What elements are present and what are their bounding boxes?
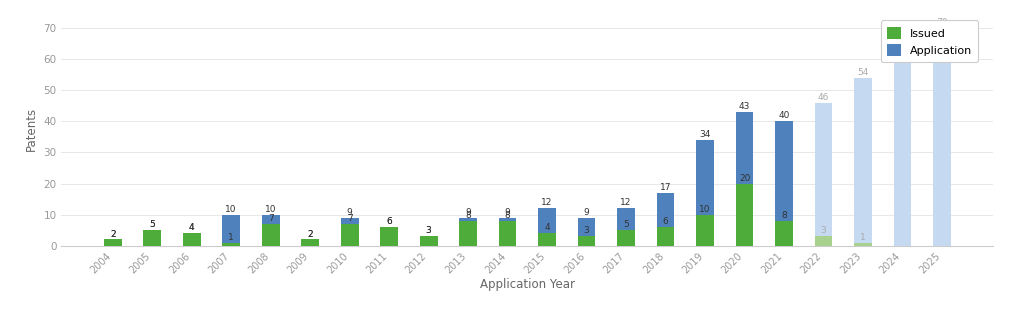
Text: 8: 8 (465, 211, 471, 220)
Text: 6: 6 (663, 217, 669, 226)
Bar (182, 233, 201, 246)
Text: 10: 10 (265, 205, 276, 214)
Bar (459, 218, 477, 246)
Bar (222, 243, 240, 246)
Text: 1: 1 (860, 233, 866, 242)
Bar (143, 230, 161, 246)
Bar (459, 221, 477, 246)
Bar (380, 227, 398, 246)
Bar (499, 221, 516, 246)
Bar (420, 236, 437, 246)
Text: 2: 2 (307, 230, 313, 238)
Bar (182, 233, 201, 246)
Text: 7: 7 (268, 214, 273, 223)
Text: 4: 4 (188, 223, 195, 232)
Bar (656, 227, 675, 246)
Text: 6: 6 (386, 217, 392, 226)
Text: 8: 8 (781, 211, 786, 220)
Bar (578, 236, 596, 246)
Text: 10: 10 (699, 205, 711, 214)
Text: 2: 2 (110, 230, 116, 238)
Bar (380, 227, 398, 246)
Bar (539, 209, 556, 246)
Text: 54: 54 (857, 68, 868, 77)
Text: 3: 3 (426, 226, 431, 235)
Bar (933, 28, 951, 246)
Text: 5: 5 (624, 220, 629, 229)
Text: 10: 10 (225, 205, 237, 214)
Text: 9: 9 (505, 208, 511, 217)
Bar (301, 239, 319, 246)
Text: 46: 46 (818, 93, 829, 102)
Text: 6: 6 (386, 217, 392, 226)
Text: 4: 4 (188, 223, 195, 232)
Bar (696, 140, 714, 246)
Bar (499, 218, 516, 246)
Text: 5: 5 (150, 220, 155, 229)
Text: 9: 9 (584, 208, 590, 217)
Text: 43: 43 (739, 102, 751, 111)
Text: 2: 2 (110, 230, 116, 238)
Text: 20: 20 (739, 174, 751, 183)
Bar (815, 103, 833, 246)
Bar (578, 218, 596, 246)
Text: 9: 9 (465, 208, 471, 217)
Text: 3: 3 (426, 226, 431, 235)
Text: 4: 4 (545, 223, 550, 232)
Bar (656, 193, 675, 246)
Bar (775, 221, 793, 246)
Bar (103, 239, 122, 246)
Text: 3: 3 (820, 226, 826, 235)
Bar (420, 236, 437, 246)
Legend: Issued, Application: Issued, Application (881, 20, 978, 62)
Text: 40: 40 (778, 112, 790, 120)
Text: 1: 1 (228, 233, 234, 242)
Text: 9: 9 (347, 208, 352, 217)
Bar (775, 121, 793, 246)
Bar (894, 50, 911, 246)
Bar (815, 236, 833, 246)
Text: 5: 5 (150, 220, 155, 229)
Bar (854, 78, 872, 246)
Bar (539, 233, 556, 246)
X-axis label: Application Year: Application Year (480, 278, 574, 291)
Bar (103, 239, 122, 246)
Text: 12: 12 (542, 198, 553, 208)
Bar (222, 215, 240, 246)
Text: 7: 7 (347, 214, 352, 223)
Bar (735, 184, 754, 246)
Text: 3: 3 (584, 226, 590, 235)
Bar (301, 239, 319, 246)
Bar (143, 230, 161, 246)
Text: 17: 17 (659, 183, 672, 192)
Text: 34: 34 (699, 130, 711, 139)
Bar (262, 224, 280, 246)
Y-axis label: Patents: Patents (25, 107, 38, 151)
Bar (854, 243, 872, 246)
Bar (735, 112, 754, 246)
Bar (617, 209, 635, 246)
Text: 12: 12 (621, 198, 632, 208)
Bar (696, 215, 714, 246)
Bar (262, 215, 280, 246)
Text: 2: 2 (307, 230, 313, 238)
Text: 70: 70 (936, 18, 948, 27)
Text: 63: 63 (897, 40, 908, 49)
Text: 8: 8 (505, 211, 511, 220)
Bar (617, 230, 635, 246)
Bar (341, 224, 358, 246)
Bar (341, 218, 358, 246)
